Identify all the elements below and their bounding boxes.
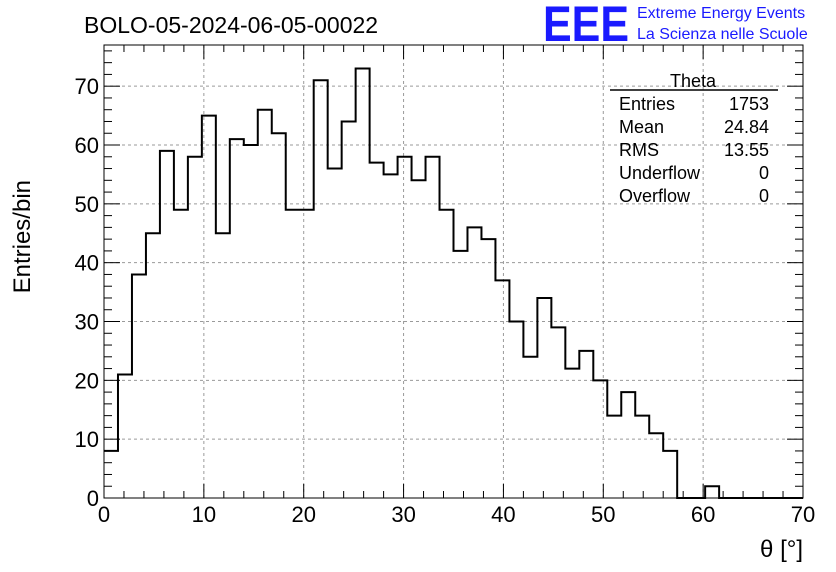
eee-logo: EEE Extreme Energy Events La Scienza nel… [543, 0, 808, 52]
logo-line-2: La Scienza nelle Scuole [637, 26, 808, 43]
eee-logo-mark: EEE [543, 0, 629, 52]
x-tick-labels: 0 10 20 30 40 50 60 70 [98, 502, 815, 527]
y-tick-label: 40 [75, 251, 99, 276]
chart-title: BOLO-05-2024-06-05-00022 [84, 12, 378, 38]
x-tick-label: 20 [291, 502, 315, 527]
y-tick-label: 10 [75, 427, 99, 452]
y-tick-label: 60 [75, 133, 99, 158]
x-tick-label: 60 [691, 502, 715, 527]
y-tick-label: 50 [75, 192, 99, 217]
stats-label-entries: Entries [619, 94, 675, 114]
x-tick-label: 40 [491, 502, 515, 527]
histogram-outline [104, 67, 803, 499]
y-tick-label: 70 [75, 74, 99, 99]
stats-label-rms: RMS [619, 140, 659, 160]
grid-lines [104, 45, 803, 498]
axis-ticks [103, 45, 804, 499]
logo-line-1: Extreme Energy Events [637, 5, 805, 22]
x-tick-label: 50 [591, 502, 615, 527]
stats-label-underflow: Underflow [619, 163, 701, 183]
stats-value-underflow: 0 [759, 163, 769, 183]
x-tick-label: 0 [98, 502, 110, 527]
y-tick-label: 0 [87, 486, 99, 511]
stats-label-overflow: Overflow [619, 186, 691, 206]
y-tick-labels: 0 10 20 30 40 50 60 70 [75, 74, 99, 511]
x-axis-label: θ [°] [760, 536, 803, 563]
stats-value-rms: 13.55 [724, 140, 769, 160]
stats-label-mean: Mean [619, 117, 664, 137]
stats-value-entries: 1753 [729, 94, 769, 114]
stats-value-mean: 24.84 [724, 117, 769, 137]
plot-frame [103, 44, 804, 499]
stats-value-overflow: 0 [759, 186, 769, 206]
x-tick-label: 10 [192, 502, 216, 527]
y-axis-label: Entries/bin [9, 180, 36, 293]
x-tick-label: 30 [391, 502, 415, 527]
stats-title: Theta [670, 71, 717, 91]
y-tick-label: 30 [75, 310, 99, 335]
y-tick-label: 20 [75, 368, 99, 393]
x-tick-label: 70 [791, 502, 815, 527]
stats-box: Theta Entries 1753 Mean 24.84 RMS 13.55 … [610, 71, 778, 206]
